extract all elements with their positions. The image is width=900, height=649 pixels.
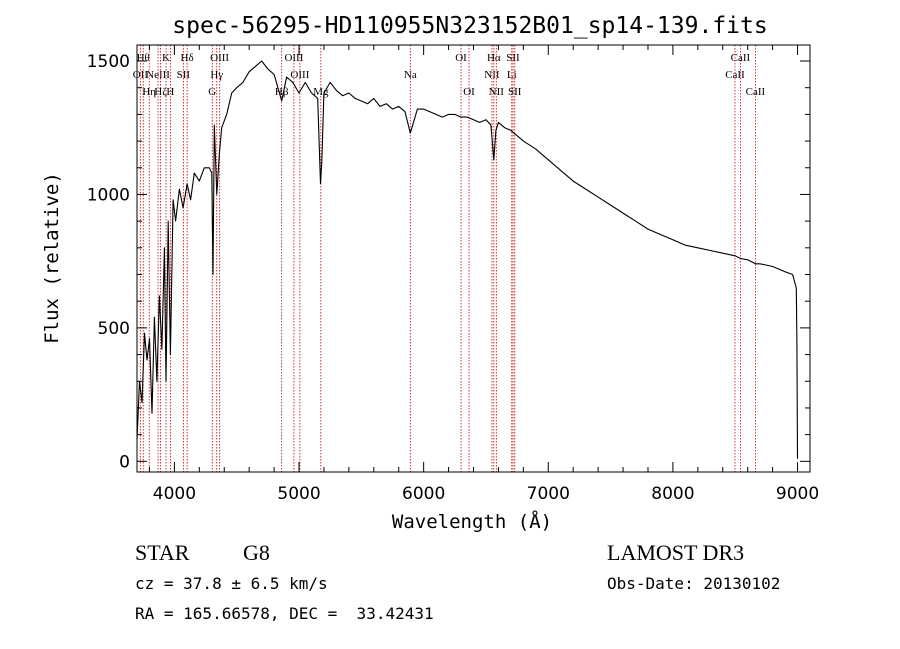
marker-label-6: H [166,86,174,98]
y-tick-label-1: 500 [98,319,130,339]
object-class: STAR [135,540,190,565]
marker-label-2: Hη [142,86,156,98]
marker-label-11: OIII [210,52,229,64]
marker-label-27: CaII [746,86,766,98]
marker-label-8: Hδ [181,52,194,64]
marker-label-15: Mg [313,86,329,98]
plot-frame [136,44,811,473]
marker-label-22: Li [507,69,517,81]
marker-label-16: Na [404,69,417,81]
marker-label-13: OIII [284,52,303,64]
marker-label-4: Hζ [154,86,167,98]
marker-label-24: SII [508,86,522,98]
observation-date: Obs-Date: 20130102 [607,574,780,593]
marker-label-26: CaII [731,52,751,64]
marker-label-25: CaII [725,69,745,81]
marker-label-20: Hα [487,52,501,64]
marker-label-17: OI [455,52,467,64]
x-tick-label-5: 9000 [776,484,819,504]
marker-label-9: G [208,86,216,98]
marker-label-21: NII [489,86,505,98]
x-tick-label-4: 8000 [651,484,694,504]
coordinates: RA = 165.66578, DEC = 33.42431 [135,604,434,623]
chart-title: spec-56295-HD110955N323152B01_sp14-139.f… [172,13,767,39]
survey-name: LAMOST DR3 [607,540,744,565]
x-tick-label-0: 4000 [153,484,196,504]
marker-label-10: Hγ [210,69,223,81]
x-axis-label: Wavelength (Å) [392,510,552,533]
spectral-line-markers: OIIHθHηNeIIIHζKHSIIHδGHγOIIIHβOIIIOIIIMg… [133,45,766,472]
axis-ticks: 4000 5000 6000 7000 8000 9000 0 500 1000 1500 [87,45,819,504]
marker-label-19: NII [484,69,500,81]
marker-label-1: Hθ [137,52,150,64]
marker-label-12: Hβ [275,86,289,98]
spectrum-line [136,60,799,459]
marker-label-18: OI [463,86,475,98]
y-axis-label: Flux (relative) [41,172,63,344]
object-subclass: G8 [243,540,270,565]
marker-label-3: NeIII [146,69,170,81]
x-tick-label-2: 6000 [402,484,445,504]
y-tick-label-3: 1500 [87,52,130,72]
marker-label-7: SII [177,69,191,81]
redshift-value: cz = 37.8 ± 6.5 km/s [135,574,328,593]
y-tick-label-0: 0 [119,452,130,472]
marker-label-14: OIII [290,69,309,81]
x-tick-label-1: 5000 [277,484,320,504]
marker-label-23: SII [506,52,520,64]
marker-label-5: K [162,52,170,64]
x-tick-label-3: 7000 [527,484,570,504]
y-tick-label-2: 1000 [87,185,130,205]
